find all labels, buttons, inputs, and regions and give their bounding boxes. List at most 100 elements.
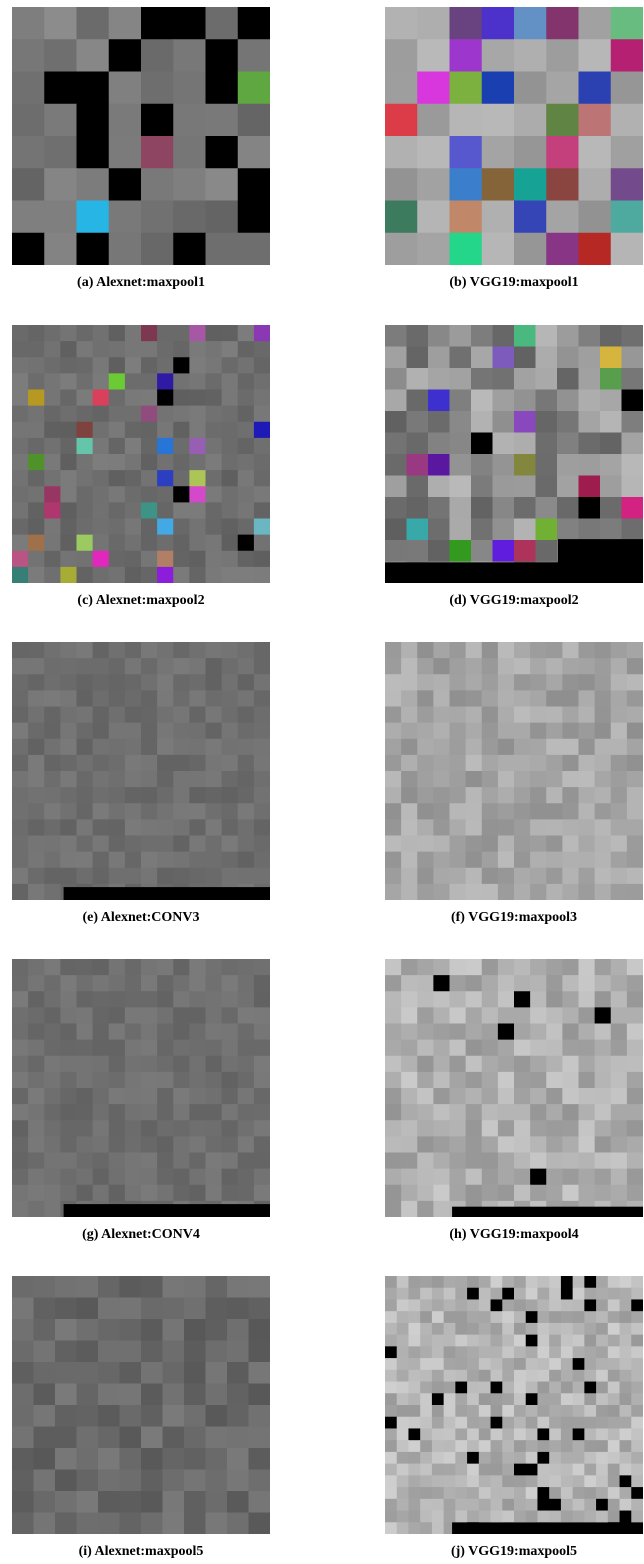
tile [385, 1056, 402, 1073]
tile [408, 1405, 420, 1417]
tile [385, 755, 402, 772]
tile [444, 1452, 456, 1464]
tile [611, 1088, 628, 1105]
tile [482, 1153, 499, 1170]
tile [595, 642, 612, 659]
tile [12, 104, 45, 137]
tile [125, 674, 142, 691]
tile [44, 1120, 61, 1137]
tile [561, 1440, 573, 1452]
tile [491, 1417, 503, 1429]
tile [433, 1201, 450, 1217]
tile [432, 1499, 444, 1511]
tile [189, 1136, 206, 1153]
tile [455, 1440, 467, 1452]
tile [491, 1299, 503, 1311]
tile [557, 476, 579, 498]
tile [479, 1370, 491, 1382]
tile [502, 1511, 514, 1523]
tile [498, 1088, 515, 1105]
tile [12, 1056, 29, 1073]
tile [611, 723, 628, 740]
tile [44, 674, 61, 691]
tile [620, 1393, 632, 1405]
tile [526, 1464, 538, 1476]
tile [77, 1384, 99, 1406]
tile [600, 325, 622, 347]
tile [125, 1169, 142, 1186]
tile [60, 959, 77, 976]
tile [12, 39, 45, 72]
tile [401, 1024, 418, 1041]
tile [77, 1072, 94, 1089]
tile [627, 707, 643, 724]
tile [401, 723, 418, 740]
tile [611, 755, 628, 772]
tile [125, 868, 142, 885]
tile [397, 1335, 409, 1347]
tile [44, 72, 77, 105]
tile [579, 7, 612, 40]
tile [385, 1276, 397, 1288]
tile [608, 1393, 620, 1405]
tile [562, 959, 579, 976]
tile [620, 1370, 632, 1382]
tile [466, 739, 483, 756]
tile [579, 136, 612, 169]
tile [206, 1120, 223, 1137]
tile [385, 1358, 397, 1370]
tile [189, 567, 206, 583]
tile [546, 1024, 563, 1041]
tile [611, 959, 628, 976]
tile [93, 642, 110, 659]
tile [537, 1346, 549, 1358]
mosaic [385, 959, 643, 1217]
tile [173, 567, 190, 583]
tile [471, 390, 493, 412]
tile [93, 486, 110, 503]
tile [482, 1185, 499, 1202]
tile [530, 884, 547, 900]
tile [173, 454, 190, 471]
tile [401, 1201, 418, 1217]
tile [173, 642, 190, 659]
tile [206, 470, 223, 487]
tile [77, 1024, 94, 1041]
tile [385, 658, 402, 675]
tile [401, 1040, 418, 1057]
tile [141, 502, 158, 519]
tile [189, 438, 206, 455]
tile [93, 868, 110, 885]
tile [12, 1384, 34, 1406]
tile [34, 1470, 56, 1492]
tile [514, 1487, 526, 1499]
mosaic [12, 1276, 270, 1534]
tile [514, 884, 531, 900]
tile [514, 136, 547, 169]
tile [471, 497, 493, 519]
tile [573, 1335, 585, 1347]
tile [109, 991, 126, 1008]
tile [579, 433, 601, 455]
tile [109, 486, 126, 503]
tile [573, 1323, 585, 1335]
tile [44, 991, 61, 1008]
tile [385, 674, 402, 691]
tile [141, 1341, 163, 1363]
tile [479, 1511, 491, 1523]
tile [467, 1323, 479, 1335]
tile [493, 497, 515, 519]
tile [546, 1136, 563, 1153]
tile [28, 642, 45, 659]
tile [206, 39, 239, 72]
tile [417, 803, 434, 820]
tile [55, 1513, 77, 1535]
tile [238, 959, 255, 976]
tile [189, 991, 206, 1008]
tile [28, 1104, 45, 1121]
tile [222, 1153, 239, 1170]
tile [222, 755, 239, 772]
tile [482, 642, 499, 659]
tile [561, 1276, 573, 1288]
tile [238, 470, 255, 487]
